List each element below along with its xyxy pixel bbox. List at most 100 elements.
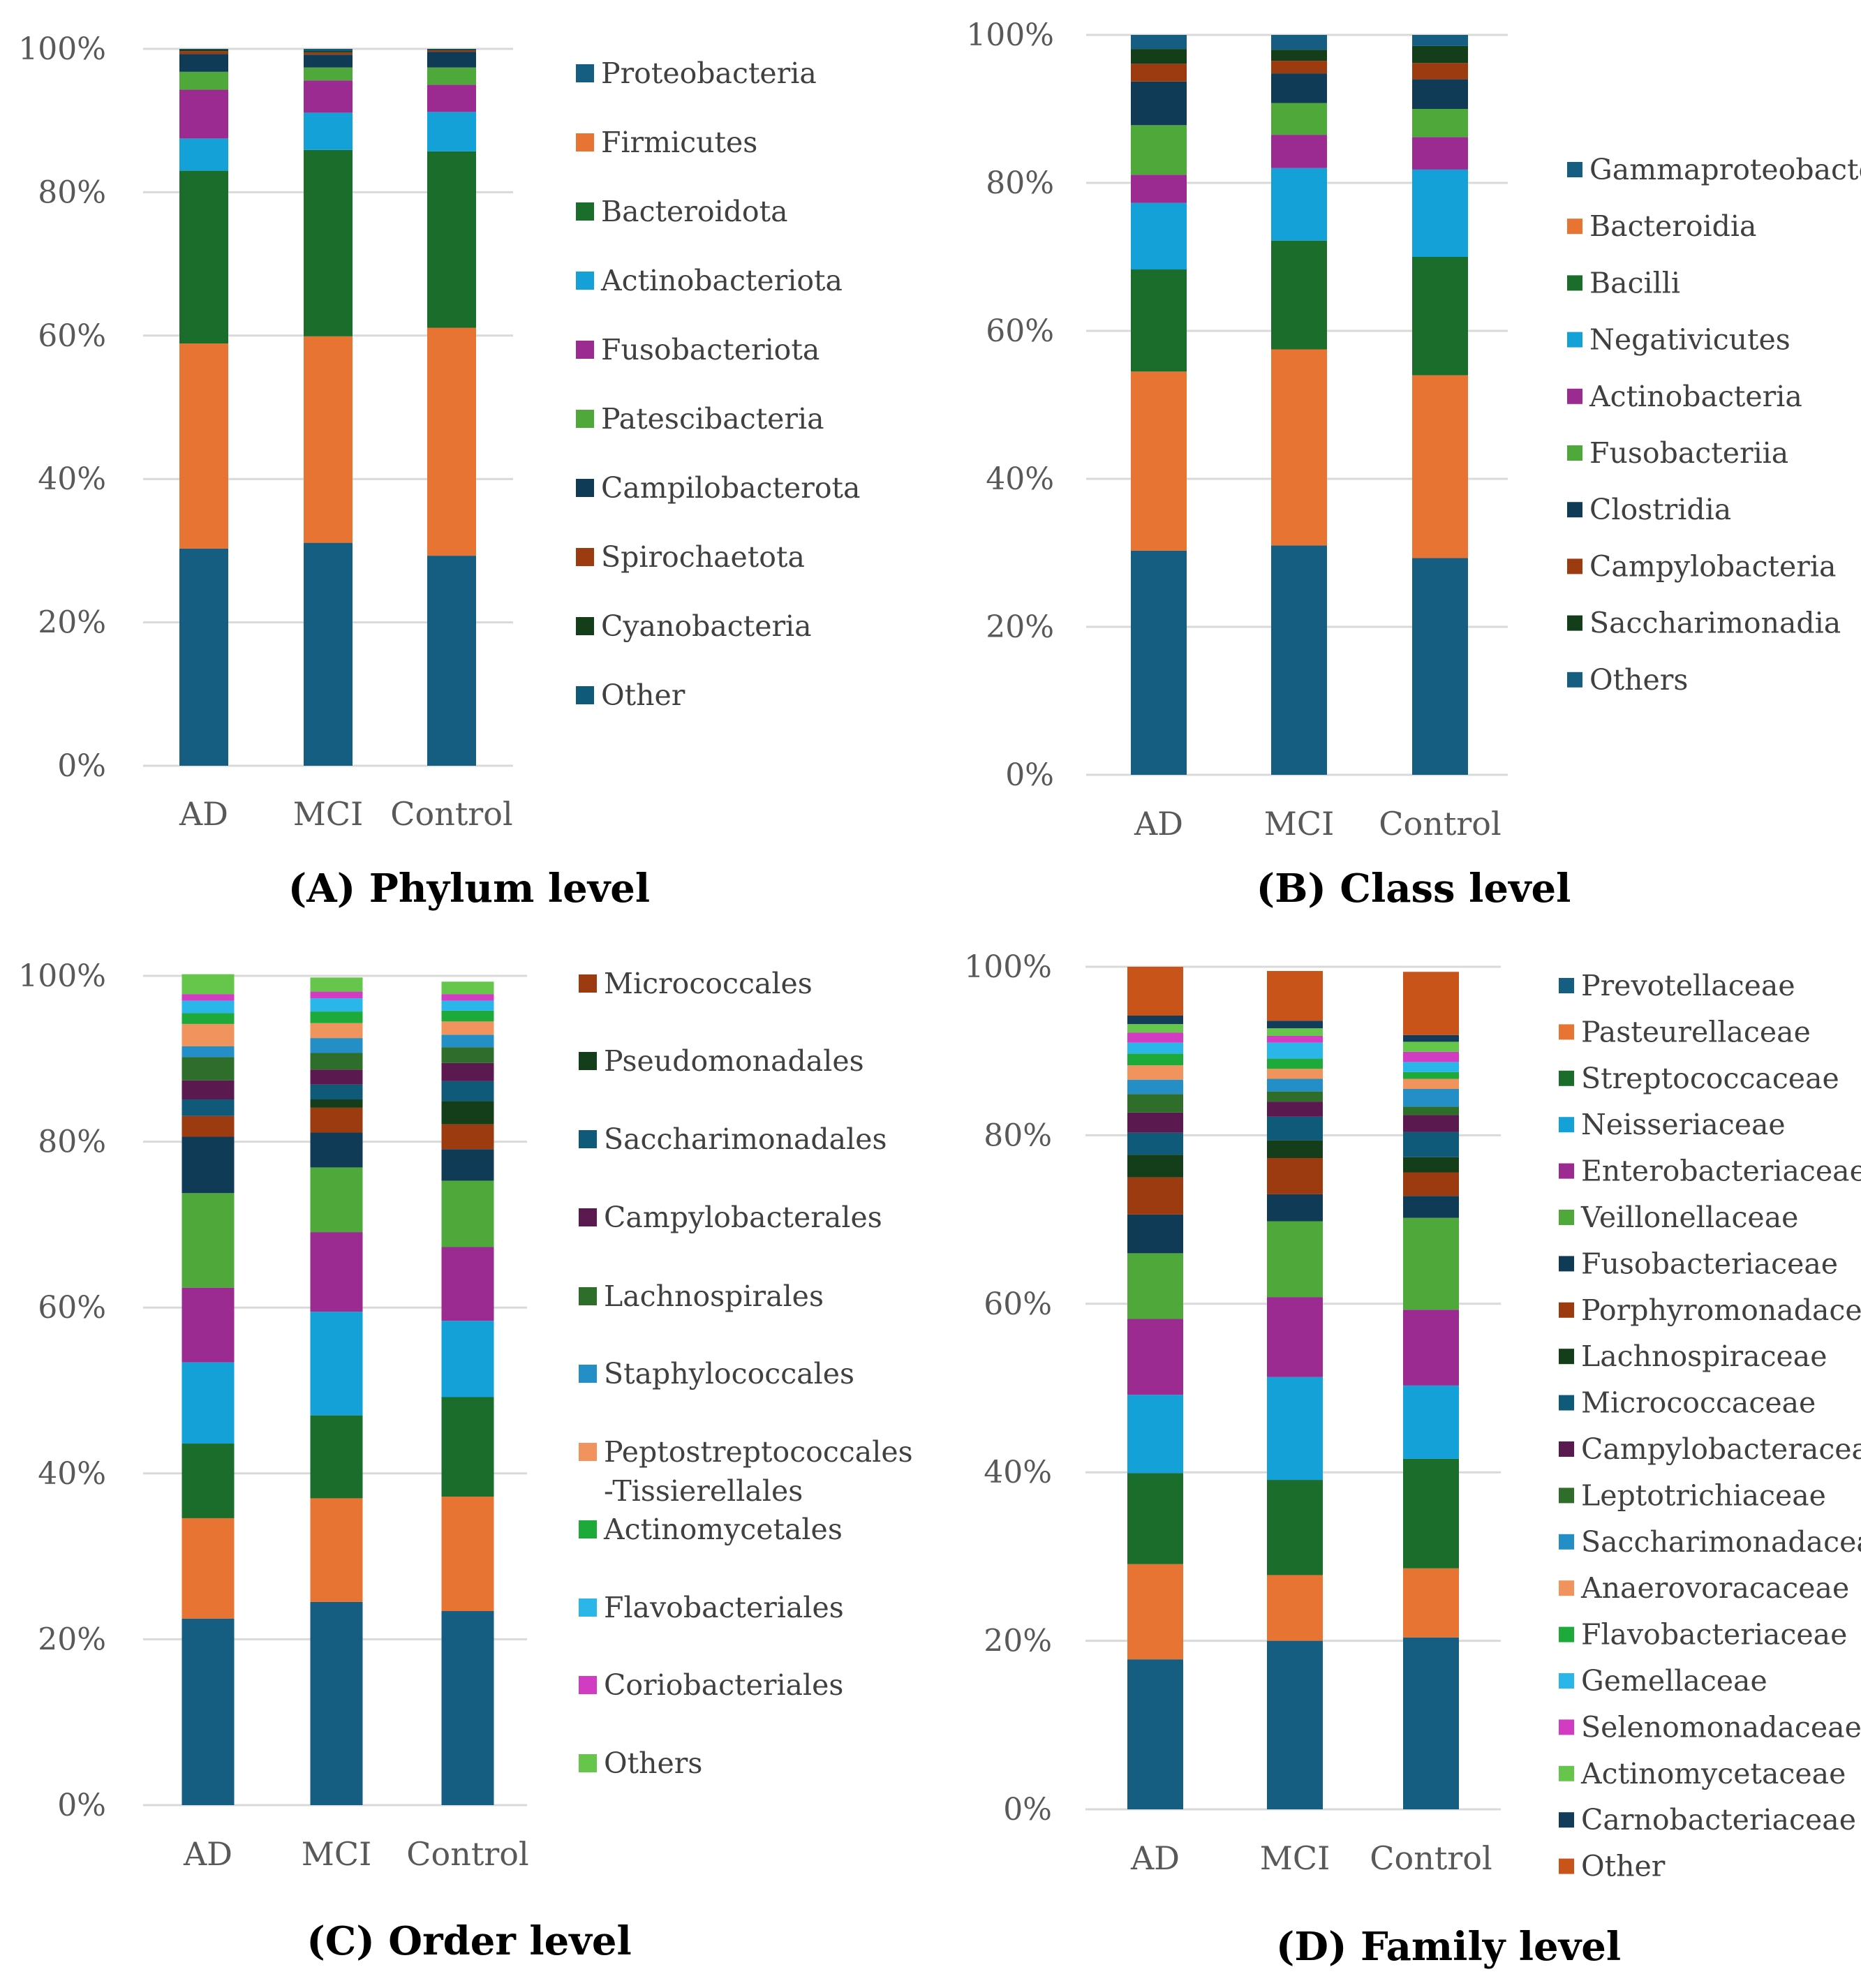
legend-swatch bbox=[1567, 445, 1582, 461]
y-tick-label: 100% bbox=[964, 949, 1052, 985]
bar-segment-ad-prevotellaceae bbox=[1127, 1659, 1183, 1809]
legend-swatch bbox=[1567, 218, 1582, 235]
legend-swatch bbox=[576, 64, 594, 82]
legend-swatch bbox=[1567, 332, 1582, 348]
legend-swatch bbox=[576, 341, 594, 359]
y-tick-label: 80% bbox=[984, 1118, 1052, 1153]
legend-swatch bbox=[576, 617, 594, 635]
bar-segment-ad-bacteroidia bbox=[1131, 371, 1187, 551]
panel-caption: (D) Family level bbox=[1276, 1924, 1621, 1970]
bar-segment-ad-negativicutes bbox=[1131, 202, 1187, 270]
bar-segment-mci-saccharimonadia bbox=[1271, 50, 1327, 61]
bar-segment-control-others bbox=[441, 981, 494, 995]
legend-swatch bbox=[579, 1676, 597, 1694]
bar-segment-mci-other bbox=[1267, 971, 1323, 1021]
bar-segment-control-fusobacteriaceae bbox=[1403, 1196, 1459, 1218]
legend-label: Micrococcales bbox=[604, 967, 813, 1000]
bar-segment-ad-lachnospirales bbox=[181, 1057, 235, 1081]
legend-swatch bbox=[1567, 388, 1582, 404]
legend-swatch bbox=[576, 133, 594, 151]
bar-segment-ad-fusobacteriia bbox=[1131, 125, 1187, 175]
bar-segment-mci-bacteroidia bbox=[1271, 349, 1327, 546]
bar-segment-ad-actinobacteria bbox=[1131, 175, 1187, 203]
bar-segment-control-other bbox=[427, 49, 476, 50]
bar-segment-mci-clostridia bbox=[1271, 73, 1327, 103]
y-tick-label: 20% bbox=[38, 1622, 106, 1657]
legend-label: Micrococcaceae bbox=[1581, 1386, 1816, 1420]
legend-label: Campylobacterales bbox=[604, 1201, 882, 1234]
bar-segment-control-negativicutes bbox=[1412, 169, 1468, 257]
legend-label: Enterobacteriaceae bbox=[1581, 1155, 1861, 1188]
bar-segment-mci-streptococcaceae bbox=[1267, 1480, 1323, 1575]
legend-swatch bbox=[1559, 1673, 1574, 1689]
x-category-label: MCI bbox=[1264, 805, 1334, 843]
bar-segment-ad-other bbox=[1127, 967, 1183, 1016]
legend-label: Saccharimonadales bbox=[604, 1122, 887, 1156]
bar-segment-control-gemellaceae bbox=[1403, 1062, 1459, 1072]
bar-segment-control bbox=[441, 1611, 494, 1805]
bar-segment-control-actinobacteriota bbox=[427, 112, 476, 151]
legend-swatch bbox=[579, 1287, 597, 1305]
bar-segment-mci-prevotellaceae bbox=[1267, 1640, 1323, 1809]
bar-segment-ad-streptococcaceae bbox=[1127, 1473, 1183, 1564]
bar-segment-control-leptotrichiaceae bbox=[1403, 1106, 1459, 1115]
x-category-label: MCI bbox=[293, 795, 363, 833]
bar-segment-mci-other bbox=[304, 49, 353, 52]
bar-segment-control-saccharimonadia bbox=[1412, 45, 1468, 64]
bar-segment-ad-campylobacterales bbox=[181, 1080, 235, 1100]
bar-segment-control-pasteurellaceae bbox=[1403, 1568, 1459, 1638]
x-category-label: Control bbox=[406, 1835, 528, 1873]
bar-segment-mci-flavobacteriales bbox=[310, 998, 363, 1012]
legend-label: Actinobacteria bbox=[1589, 380, 1802, 413]
bar-segment-control-bacteroidia bbox=[1412, 375, 1468, 558]
bar-segment-control-lachnospirales bbox=[441, 1047, 494, 1063]
bar-segment-ad-carnobacteriaceae bbox=[1127, 1016, 1183, 1025]
bar-segment-mci-micrococcaceae bbox=[1267, 1116, 1323, 1141]
legend-swatch bbox=[1559, 1302, 1574, 1318]
bar-segment-mci-gemellaceae bbox=[1267, 1042, 1323, 1059]
bar-segment-ad-bacteroidota bbox=[179, 170, 228, 344]
legend-label: Prevotellaceae bbox=[1581, 969, 1795, 1002]
panel-order: 0% 20% 40% 60% 80% 100% AD MCI Control Micrococca… bbox=[18, 958, 912, 1964]
bar-segment-ad bbox=[181, 1193, 235, 1288]
bar-segment-control-lachnospiraceae bbox=[1403, 1157, 1459, 1173]
legend-label: Others bbox=[604, 1746, 702, 1780]
bar-segment-mci-actinobacteriota bbox=[304, 112, 353, 150]
bar-segment-ad-saccharimonadia bbox=[1131, 49, 1187, 64]
legend-label: Spirochaetota bbox=[601, 540, 805, 574]
bar-segment-mci-negativicutes bbox=[1271, 168, 1327, 241]
panel-phylum: 0% 20% 40% 60% 80% 100% AD MCI Control Proteobact… bbox=[18, 31, 860, 912]
bar-segment-ad bbox=[181, 1362, 235, 1444]
bar-segment-mci-enterobacteriaceae bbox=[1267, 1297, 1323, 1377]
bar-segment-ad-actinobacteriota bbox=[179, 138, 228, 171]
bar-segment-mci-micrococcales bbox=[310, 1107, 363, 1133]
legend-swatch bbox=[1559, 1765, 1574, 1781]
x-category-label: Control bbox=[1370, 1839, 1492, 1877]
bar-segment-ad-pasteurellaceae bbox=[1127, 1564, 1183, 1660]
bar-segment-mci-anaerovoracaceae bbox=[1267, 1069, 1323, 1079]
bar-segment-ad-selenomonadaceae bbox=[1127, 1032, 1183, 1043]
y-tick-label: 60% bbox=[984, 1286, 1052, 1322]
legend-label: Staphylococcales bbox=[604, 1357, 854, 1390]
bar-segment-mci-bacilli bbox=[1271, 240, 1327, 350]
bar-segment-ad-clostridia bbox=[1131, 81, 1187, 126]
legend-swatch bbox=[1559, 1580, 1574, 1596]
legend-swatch bbox=[1567, 558, 1582, 574]
bar-segment-mci-flavobacteriaceae bbox=[1267, 1058, 1323, 1069]
bar-segment-mci-lachnospirales bbox=[310, 1053, 363, 1070]
bar-segment-mci-bacteroidota bbox=[304, 149, 353, 336]
legend-label: Patescibacteria bbox=[601, 402, 824, 436]
bar-segment-control bbox=[441, 1497, 494, 1612]
bar-segment-mci-campylobacteria bbox=[1271, 61, 1327, 74]
legend-swatch bbox=[1567, 502, 1582, 518]
legend-label: Neisseriaceae bbox=[1581, 1108, 1786, 1141]
bar-segment-mci-veillonellaceae bbox=[1267, 1221, 1323, 1298]
legend-swatch bbox=[579, 1365, 597, 1383]
bar-segment-ad-anaerovoracaceae bbox=[1127, 1065, 1183, 1080]
bar-segment-control-enterobacteriaceae bbox=[1403, 1310, 1459, 1386]
bar-segment-ad-bacilli bbox=[1131, 269, 1187, 372]
legend-label: Campylobacteria bbox=[1589, 549, 1836, 583]
bar-segment-ad-peptostreptococcales-tissierellales bbox=[181, 1023, 235, 1046]
legend-label: Porphyromonadaceae bbox=[1581, 1293, 1861, 1327]
bar-segment-mci-leptotrichiaceae bbox=[1267, 1091, 1323, 1102]
